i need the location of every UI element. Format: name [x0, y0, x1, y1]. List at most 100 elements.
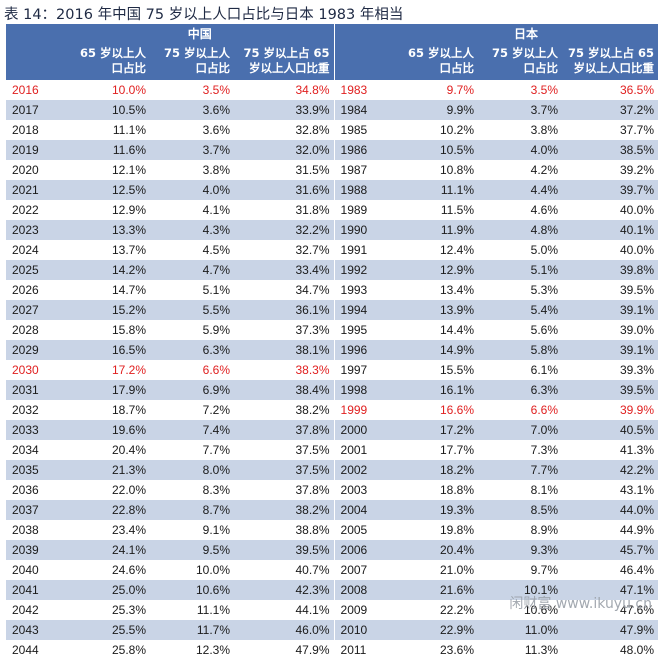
cell-c75: 10.0% [150, 560, 234, 580]
cell-c65: 14.7% [66, 280, 150, 300]
cell-jy: 2003 [334, 480, 394, 500]
comparison-table: 中国 日本 65 岁以上人口占比 75 岁以上人口占比 75 岁以上占 65 岁… [6, 24, 658, 660]
cell-c65: 17.2% [66, 360, 150, 380]
cell-j75: 4.0% [478, 140, 562, 160]
cell-cr: 31.8% [234, 200, 334, 220]
cell-c65: 10.5% [66, 100, 150, 120]
cell-c75: 8.3% [150, 480, 234, 500]
header-year-cn [6, 42, 66, 80]
header-year-jp [334, 42, 394, 80]
cell-cr: 37.5% [234, 460, 334, 480]
cell-c75: 11.1% [150, 600, 234, 620]
cell-c65: 17.9% [66, 380, 150, 400]
cell-j75: 11.3% [478, 640, 562, 660]
cell-jy: 1986 [334, 140, 394, 160]
cell-j65: 16.1% [394, 380, 478, 400]
cell-jy: 1987 [334, 160, 394, 180]
cell-cy: 2033 [6, 420, 66, 440]
cell-j75: 3.5% [478, 80, 562, 100]
cell-j75: 4.6% [478, 200, 562, 220]
cell-cr: 34.7% [234, 280, 334, 300]
header-columns-row: 65 岁以上人口占比 75 岁以上人口占比 75 岁以上占 65 岁以上人口比重… [6, 42, 658, 80]
cell-jy: 2004 [334, 500, 394, 520]
cell-c65: 25.8% [66, 640, 150, 660]
cell-cy: 2019 [6, 140, 66, 160]
cell-j65: 14.9% [394, 340, 478, 360]
cell-j65: 12.9% [394, 260, 478, 280]
cell-j75: 5.3% [478, 280, 562, 300]
cell-c75: 9.1% [150, 520, 234, 540]
header-empty-cn [6, 24, 66, 42]
cell-jr: 39.1% [562, 340, 658, 360]
cell-jr: 44.9% [562, 520, 658, 540]
cell-j65: 18.2% [394, 460, 478, 480]
cell-c65: 24.1% [66, 540, 150, 560]
cell-jr: 39.5% [562, 380, 658, 400]
cell-j75: 9.7% [478, 560, 562, 580]
cell-cy: 2021 [6, 180, 66, 200]
cell-cr: 39.5% [234, 540, 334, 560]
cell-j65: 19.3% [394, 500, 478, 520]
cell-cr: 38.4% [234, 380, 334, 400]
cell-jy: 2006 [334, 540, 394, 560]
cell-j65: 11.1% [394, 180, 478, 200]
cell-c65: 13.3% [66, 220, 150, 240]
header-jp-ratio: 75 岁以上占 65 岁以上人口比重 [562, 42, 658, 80]
cell-j65: 11.5% [394, 200, 478, 220]
header-cn-75: 75 岁以上人口占比 [150, 42, 234, 80]
cell-jr: 36.5% [562, 80, 658, 100]
cell-jr: 39.7% [562, 180, 658, 200]
cell-jy: 1983 [334, 80, 394, 100]
cell-cr: 37.3% [234, 320, 334, 340]
cell-jy: 1996 [334, 340, 394, 360]
cell-jr: 39.3% [562, 360, 658, 380]
cell-j65: 14.4% [394, 320, 478, 340]
cell-c65: 22.8% [66, 500, 150, 520]
cell-cr: 46.0% [234, 620, 334, 640]
cell-c75: 5.5% [150, 300, 234, 320]
cell-c75: 10.6% [150, 580, 234, 600]
cell-cr: 32.0% [234, 140, 334, 160]
cell-c75: 3.8% [150, 160, 234, 180]
cell-c65: 25.3% [66, 600, 150, 620]
header-china: 中国 [66, 24, 334, 42]
cell-jy: 1998 [334, 380, 394, 400]
cell-j65: 13.9% [394, 300, 478, 320]
cell-jy: 1995 [334, 320, 394, 340]
cell-cy: 2044 [6, 640, 66, 660]
cell-jy: 2002 [334, 460, 394, 480]
cell-jy: 1997 [334, 360, 394, 380]
cell-cy: 2030 [6, 360, 66, 380]
cell-jr: 39.8% [562, 260, 658, 280]
cell-j75: 8.1% [478, 480, 562, 500]
cell-jy: 2008 [334, 580, 394, 600]
cell-jy: 1988 [334, 180, 394, 200]
cell-c65: 12.5% [66, 180, 150, 200]
cell-j75: 5.0% [478, 240, 562, 260]
cell-c75: 5.9% [150, 320, 234, 340]
cell-cr: 32.2% [234, 220, 334, 240]
cell-cr: 34.8% [234, 80, 334, 100]
cell-c65: 14.2% [66, 260, 150, 280]
cell-j65: 17.2% [394, 420, 478, 440]
cell-cr: 37.5% [234, 440, 334, 460]
cell-c65: 16.5% [66, 340, 150, 360]
cell-c75: 9.5% [150, 540, 234, 560]
cell-jy: 1999 [334, 400, 394, 420]
cell-cr: 32.7% [234, 240, 334, 260]
cell-cr: 38.1% [234, 340, 334, 360]
cell-jr: 40.0% [562, 200, 658, 220]
table-title: 表 14：2016 年中国 75 岁以上人口占比与日本 1983 年相当 [4, 3, 403, 24]
cell-cy: 2038 [6, 520, 66, 540]
cell-c65: 11.1% [66, 120, 150, 140]
cell-jr: 39.2% [562, 160, 658, 180]
cell-jy: 1989 [334, 200, 394, 220]
